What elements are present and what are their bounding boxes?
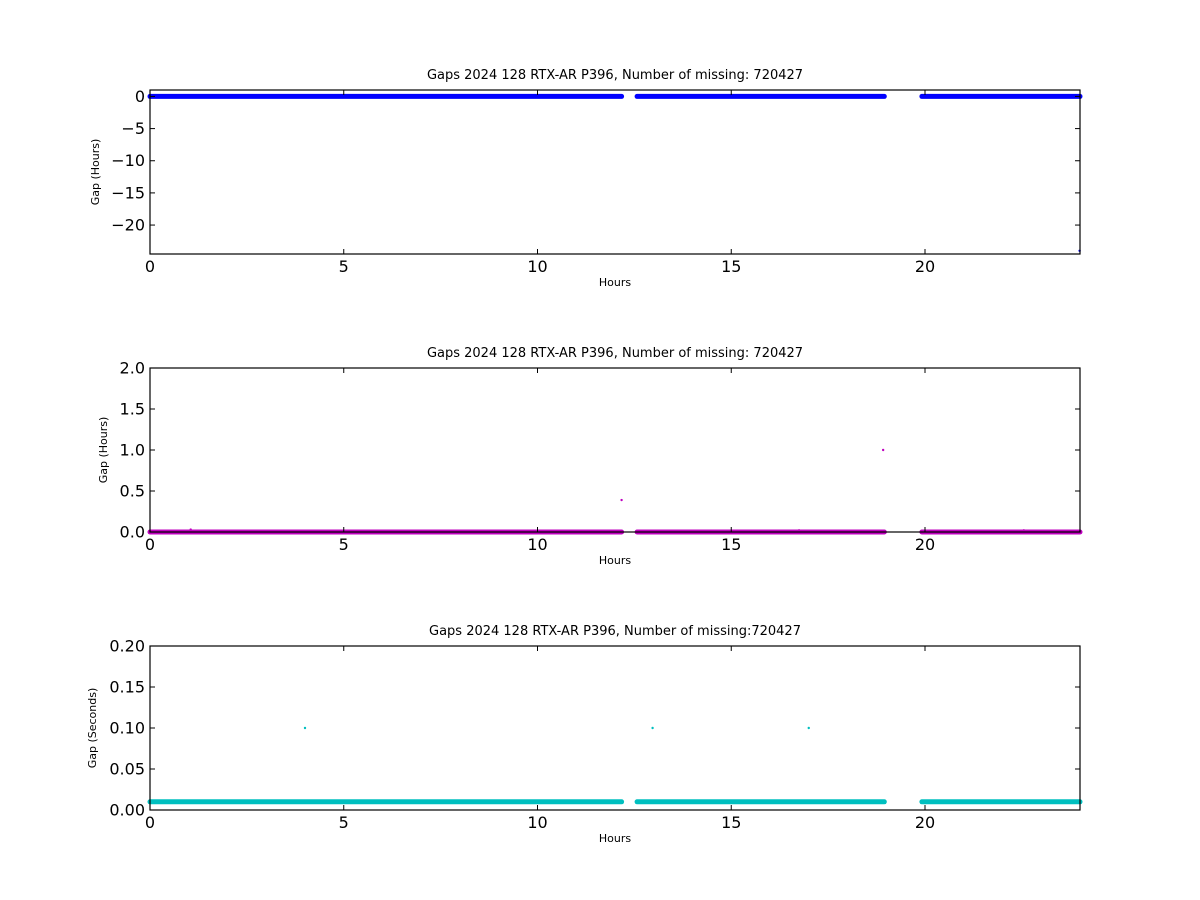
subplot-2-point-5 [1022,529,1026,532]
subplot-3-xtick-label: 20 [915,813,935,832]
subplot-3-ylabel: Gap (Seconds) [86,688,99,769]
subplot-3-point-3 [807,726,810,730]
subplot-3-xlabel: Hours [599,832,631,845]
subplot-2-point-1 [189,528,192,531]
subplot-2-point-2 [620,498,623,502]
subplot-3-ytick-label: 0.05 [109,760,145,779]
subplot-2-xtick-label: 10 [527,535,547,554]
subplot-3-ytick-label: 0.00 [109,801,145,820]
subplot-1: Gaps 2024 128 RTX-AR P396, Number of mis… [89,68,1083,289]
subplot-2-axes-frame [149,367,1081,533]
subplot-3-xtick-label: 10 [527,813,547,832]
subplot-3-ytick-label: 0.10 [109,719,145,738]
subplot-3-ytick-label: 0.15 [109,678,145,697]
subplot-3-point-2 [651,726,654,730]
subplot-3-marks [147,726,1083,805]
subplot-2-ytick-label: 2.0 [120,359,145,378]
subplot-2-ytick-label: 1.5 [120,400,145,419]
subplot-1-ytick-label: −15 [111,183,145,202]
subplot-1-ytick-label: −10 [111,151,145,170]
subplot-1-ytick-label: −20 [111,216,145,235]
subplot-2-ytick-label: 0.0 [120,523,145,542]
subplot-1-xlabel: Hours [599,276,631,289]
subplot-1-ytick-label: 0 [135,87,145,106]
subplot-2-title: Gaps 2024 128 RTX-AR P396, Number of mis… [427,346,803,361]
subplot-3: Gaps 2024 128 RTX-AR P396, Number of mis… [86,624,1083,845]
subplot-2-ytick-label: 0.5 [120,482,145,501]
subplot-1-xtick-label: 5 [339,257,349,276]
subplot-2-xtick-label: 20 [915,535,935,554]
subplot-3-xtick-label: 15 [721,813,741,832]
subplot-2: Gaps 2024 128 RTX-AR P396, Number of mis… [97,346,1083,567]
subplot-2-marks [147,448,1083,535]
subplot-2-ylabel: Gap (Hours) [97,417,110,484]
subplot-2-xtick-label: 15 [721,535,741,554]
subplot-1-ylabel: Gap (Hours) [89,139,102,206]
subplot-1-xtick-label: 20 [915,257,935,276]
subplot-1-marks [147,93,1083,252]
subplot-2-point-4 [881,448,885,452]
subplot-1-axes-frame [149,89,1081,255]
subplot-1-xtick-label: 10 [527,257,547,276]
subplot-3-title: Gaps 2024 128 RTX-AR P396, Number of mis… [429,624,801,639]
subplot-1-ytick-label: −5 [121,119,145,138]
subplot-2-xtick-label: 5 [339,535,349,554]
subplot-3-point-1 [303,726,307,730]
subplot-1-xtick-label: 0 [145,257,155,276]
subplot-1-xtick-label: 15 [721,257,741,276]
subplot-2-ytick-label: 1.0 [120,441,145,460]
subplot-3-xtick-label: 0 [145,813,155,832]
subplot-3-ytick-label: 0.20 [109,637,145,656]
subplot-3-xtick-label: 5 [339,813,349,832]
subplot-3-axes-frame [149,645,1081,811]
subplot-2-xlabel: Hours [599,554,631,567]
subplot-1-title: Gaps 2024 128 RTX-AR P396, Number of mis… [427,68,803,83]
subplot-2-point-3 [797,529,801,532]
subplot-2-xtick-label: 0 [145,535,155,554]
